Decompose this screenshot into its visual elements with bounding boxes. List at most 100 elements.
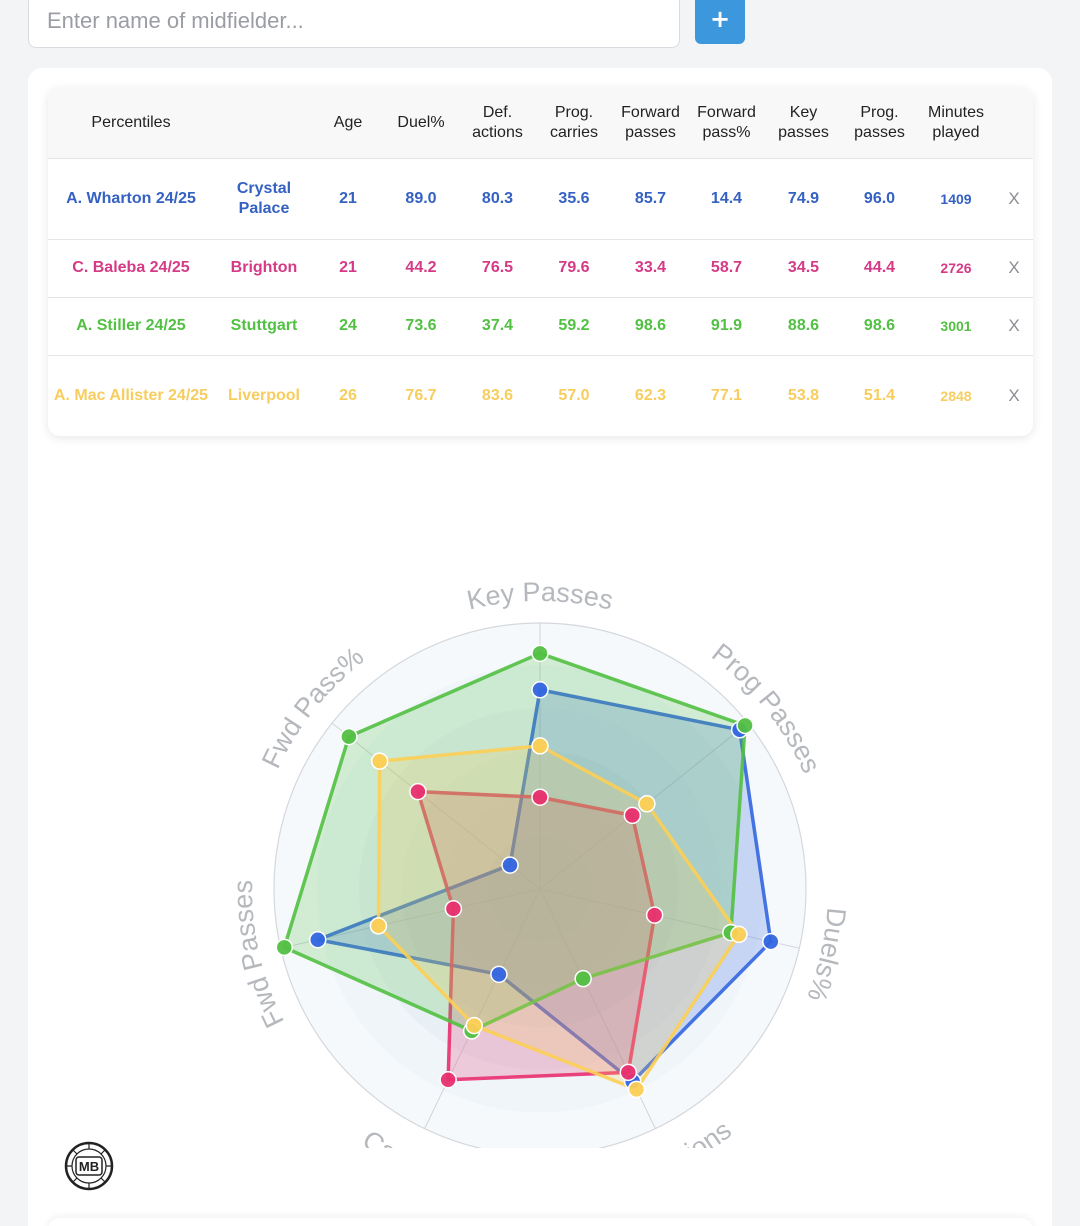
forward-pass-pct-cell: 91.9: [710, 317, 743, 334]
table-row: A. Wharton 24/25 Crystal Palace 21 89.0 …: [48, 158, 1033, 239]
radar-point[interactable]: [730, 925, 748, 944]
prog-carries-cell: 57.0: [558, 386, 590, 404]
minutes-cell: 2726: [940, 260, 972, 276]
minutes-cell: 2848: [940, 387, 972, 404]
percentiles-table: Percentiles Age Duel% Def. actions Prog.…: [48, 88, 1033, 436]
radar-point[interactable]: [309, 930, 327, 949]
radar-axis-label: Key Passes: [464, 577, 616, 616]
comparison-card: Percentiles Age Duel% Def. actions Prog.…: [28, 68, 1052, 1226]
radar-point[interactable]: [501, 856, 519, 874]
radar-point[interactable]: [439, 1071, 457, 1089]
forward-passes-cell: 62.3: [634, 386, 667, 404]
remove-player-button[interactable]: X: [1008, 316, 1020, 335]
header-percentiles: Percentiles: [91, 113, 171, 131]
header-duel: Duel%: [397, 113, 445, 131]
radar-point[interactable]: [645, 906, 664, 924]
header-prog-carries: Prog. carries: [549, 103, 598, 141]
header-age: Age: [333, 113, 363, 131]
header-def-actions: Def. actions: [472, 103, 523, 141]
age-cell: 24: [339, 317, 357, 334]
radar-series-area: [376, 744, 741, 1092]
key-passes-cell: 34.5: [787, 259, 820, 276]
table-header-row: Percentiles Age Duel% Def. actions Prog.…: [48, 88, 1033, 158]
team-name: Brighton: [230, 259, 298, 276]
player-name: A. Stiller 24/25: [76, 317, 186, 334]
prog-passes-cell: 51.4: [863, 386, 896, 404]
duel-cell: 73.6: [405, 317, 437, 334]
next-card-edge: [48, 1218, 1033, 1226]
radar-point[interactable]: [574, 969, 592, 988]
key-passes-cell: 88.6: [787, 317, 820, 334]
prog-carries-cell: 79.6: [558, 259, 590, 276]
header-forward-pass-pct: Forward pass%: [697, 103, 756, 141]
midfielder-search-input[interactable]: [28, 0, 680, 48]
prog-passes-cell: 98.6: [863, 317, 896, 334]
player-name: A. Wharton 24/25: [66, 189, 196, 207]
radar-point[interactable]: [619, 1063, 638, 1082]
add-player-button[interactable]: +: [695, 0, 745, 44]
radar-point[interactable]: [444, 900, 463, 918]
remove-player-button[interactable]: X: [1008, 385, 1020, 405]
radar-point[interactable]: [762, 932, 780, 951]
team-name: Stuttgart: [230, 317, 298, 334]
minutes-cell: 3001: [940, 318, 972, 334]
forward-pass-pct-cell: 14.4: [710, 189, 743, 207]
table-row: A. Mac Allister 24/25 Liverpool 26 76.7 …: [48, 355, 1033, 436]
def-actions-cell: 37.4: [481, 317, 514, 334]
table-row: C. Baleba 24/25 Brighton 21 44.2 76.5 79…: [48, 239, 1033, 297]
radar-series-area: [416, 789, 657, 1082]
radar-point[interactable]: [490, 965, 508, 984]
radar-point[interactable]: [627, 1080, 646, 1099]
radar-spoke: [424, 888, 541, 1129]
age-cell: 21: [339, 189, 357, 207]
player-name: C. Baleba 24/25: [72, 259, 190, 276]
team-name: Liverpool: [227, 386, 300, 404]
def-actions-cell: 80.3: [481, 189, 514, 207]
header-minutes-played: Minutes played: [927, 103, 985, 141]
radar-point[interactable]: [531, 681, 549, 699]
radar-point[interactable]: [531, 644, 549, 663]
age-cell: 26: [339, 386, 357, 404]
radar-point[interactable]: [409, 782, 427, 801]
team-name: Crystal Palace: [236, 179, 292, 217]
remove-player-button[interactable]: X: [1008, 258, 1020, 277]
radar-point[interactable]: [531, 788, 549, 806]
forward-passes-cell: 85.7: [634, 189, 667, 207]
mb-logo-icon: MB: [64, 1141, 114, 1191]
header-key-passes: Key passes: [778, 103, 829, 141]
radar-series-area: [316, 688, 773, 1084]
remove-player-button[interactable]: X: [1008, 188, 1020, 208]
duel-cell: 89.0: [405, 189, 437, 207]
radar-spoke: [539, 888, 800, 949]
radar-point[interactable]: [370, 752, 389, 770]
table-row: A. Stiller 24/25 Stuttgart 24 73.6 37.4 …: [48, 297, 1033, 355]
search-row: +: [28, 0, 748, 48]
duel-cell: 76.7: [405, 386, 437, 404]
radar-point[interactable]: [465, 1016, 483, 1035]
duel-cell: 44.2: [405, 259, 437, 276]
prog-passes-cell: 96.0: [863, 189, 896, 207]
prog-carries-cell: 59.2: [558, 317, 590, 334]
player-name: A. Mac Allister 24/25: [53, 386, 209, 404]
forward-pass-pct-cell: 58.7: [710, 259, 743, 276]
key-passes-cell: 74.9: [787, 189, 820, 207]
header-prog-passes: Prog. passes: [854, 103, 905, 141]
radar-point[interactable]: [638, 795, 656, 813]
key-passes-cell: 53.8: [787, 386, 820, 404]
forward-passes-cell: 33.4: [634, 259, 667, 276]
forward-passes-cell: 98.6: [634, 317, 667, 334]
radar-point[interactable]: [623, 806, 642, 825]
header-team: [214, 88, 314, 158]
age-cell: 21: [339, 259, 357, 276]
forward-pass-pct-cell: 77.1: [710, 386, 743, 404]
def-actions-cell: 76.5: [481, 259, 514, 276]
def-actions-cell: 83.6: [481, 386, 514, 404]
radar-point[interactable]: [340, 727, 358, 746]
radar-point[interactable]: [275, 938, 294, 957]
radar-point[interactable]: [369, 917, 388, 935]
radar-series-area: [282, 651, 747, 1033]
percentiles-table-container: Percentiles Age Duel% Def. actions Prog.…: [48, 88, 1033, 436]
logo-text: MB: [79, 1159, 99, 1174]
radar-point[interactable]: [736, 716, 754, 735]
radar-point[interactable]: [531, 737, 549, 755]
